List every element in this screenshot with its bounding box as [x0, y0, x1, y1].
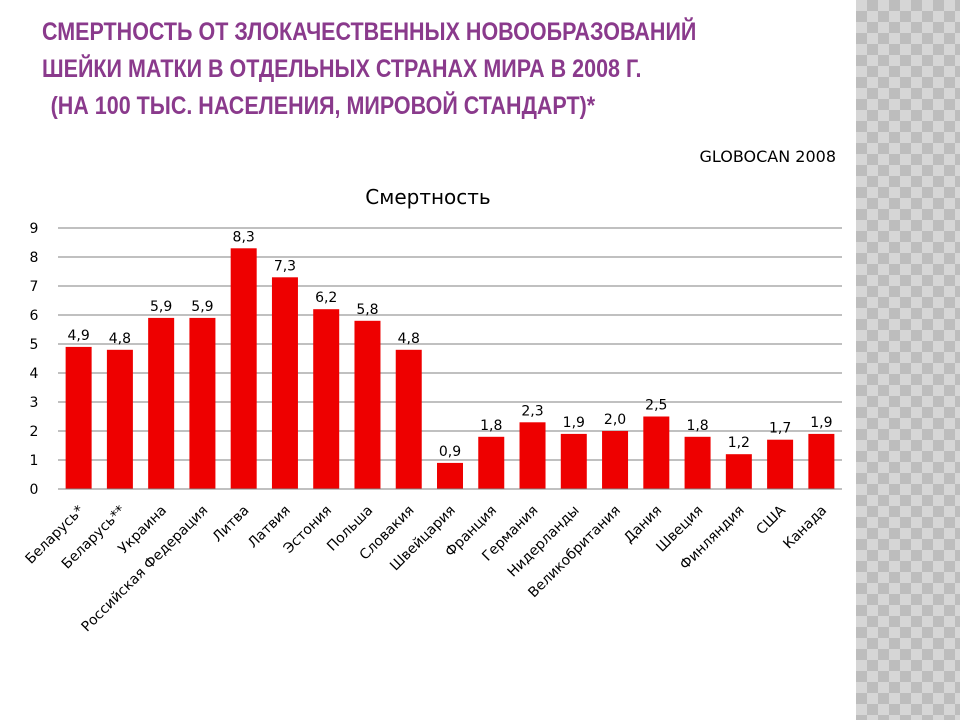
y-tick-label: 5 [30, 337, 39, 353]
bar [230, 248, 257, 489]
y-tick-label: 3 [30, 395, 39, 411]
bar [643, 416, 670, 489]
data-label: 1,7 [769, 421, 791, 437]
source-label: GLOBOCAN 2008 [699, 147, 836, 166]
bar [65, 346, 92, 489]
data-labels: 4,9 4,8 5,9 5,9 8,3 7,3 6,2 5,8 4,8 0,9 1,8 2,3 1,9 2… [67, 229, 832, 460]
bar [395, 349, 422, 489]
data-label: 1,8 [480, 418, 502, 434]
bar [106, 349, 133, 489]
data-label: 8,3 [233, 229, 255, 245]
data-label: 0,9 [439, 444, 461, 460]
y-tick-label: 1 [30, 453, 39, 469]
bar [684, 436, 711, 489]
y-tick-label: 6 [30, 308, 39, 324]
bar [437, 462, 463, 489]
category-label: Нидерланды [505, 503, 583, 581]
bar [271, 277, 298, 489]
bar [519, 422, 546, 489]
data-label: 1,9 [810, 415, 832, 431]
bar [354, 320, 381, 489]
y-tick-label: 0 [30, 482, 39, 498]
page-title: СМЕРТНОСТЬ ОТ ЗЛОКАЧЕСТВЕННЫХ НОВООБРАЗО… [42, 14, 739, 125]
data-label: 4,8 [109, 331, 131, 347]
title-line-1: СМЕРТНОСТЬ ОТ ЗЛОКАЧЕСТВЕННЫХ НОВООБРАЗО… [42, 18, 697, 46]
bar [148, 317, 175, 489]
decorative-side-pattern [856, 0, 960, 720]
bars [65, 248, 835, 489]
data-label: 4,8 [398, 331, 420, 347]
title-line-3: (НА 100 ТЫС. НАСЕЛЕНИЯ, МИРОВОЙ СТАНДАРТ… [50, 92, 596, 120]
bar [808, 433, 835, 489]
y-tick-label: 7 [30, 279, 39, 295]
data-label: 2,3 [521, 403, 543, 419]
data-label: 5,8 [356, 302, 378, 318]
data-label: 6,2 [315, 290, 337, 306]
gridlines [58, 227, 842, 461]
data-label: 2,0 [604, 412, 626, 428]
y-axis-ticks: 0 1 2 3 4 5 6 7 8 9 [30, 221, 39, 498]
data-label: 5,9 [150, 299, 172, 315]
category-label: Канада [780, 503, 830, 553]
category-label: США [753, 502, 789, 538]
bar [725, 454, 752, 489]
y-tick-label: 4 [30, 366, 39, 382]
data-label: 1,2 [728, 435, 750, 451]
bar [313, 309, 340, 489]
bar [767, 439, 794, 489]
data-label: 1,8 [686, 418, 708, 434]
bar [560, 433, 587, 489]
y-tick-label: 9 [30, 221, 39, 237]
bar-chart: Смертность 4,9 4,8 5,9 5,9 8,3 7,3 6,2 5,8 4,8 0,… [22, 185, 842, 635]
bar [189, 317, 216, 489]
chart-title: Смертность [365, 185, 490, 209]
data-label: 1,9 [563, 415, 585, 431]
bar [478, 436, 505, 489]
data-label: 2,5 [645, 398, 667, 414]
data-label: 5,9 [191, 299, 213, 315]
title-line-2: ШЕЙКИ МАТКИ В ОТДЕЛЬНЫХ СТРАНАХ МИРА В 2… [42, 55, 642, 83]
data-label: 4,9 [67, 328, 89, 344]
data-label: 7,3 [274, 258, 296, 274]
y-tick-label: 2 [30, 424, 39, 440]
y-tick-label: 8 [30, 250, 39, 266]
bar [602, 431, 629, 489]
